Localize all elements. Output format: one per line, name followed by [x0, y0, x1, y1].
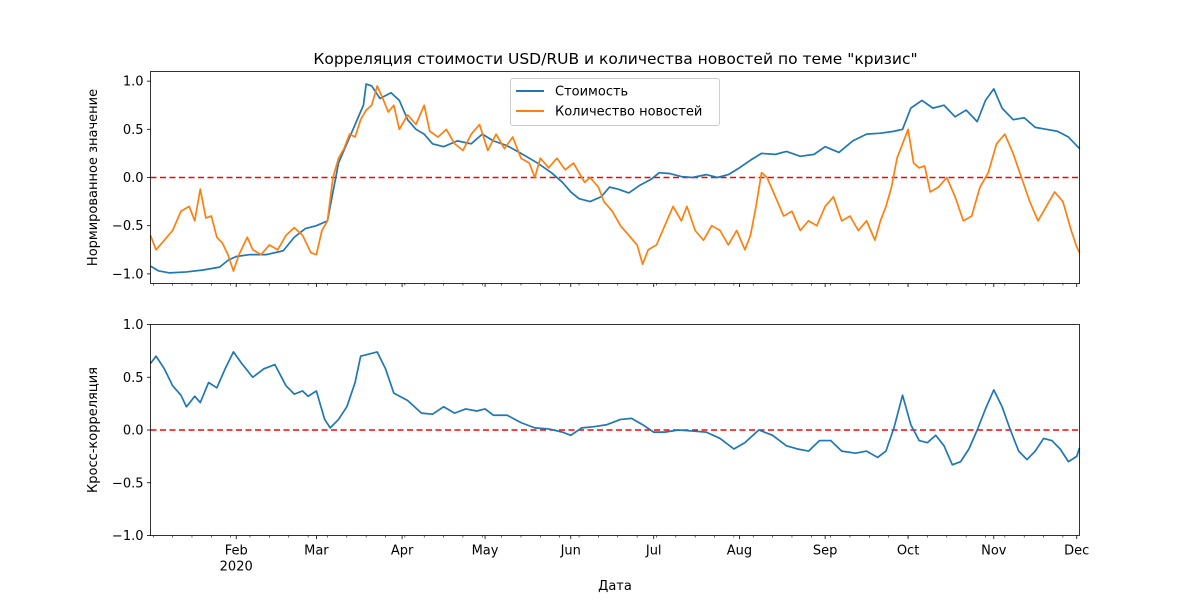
x-tick-label: Feb: [225, 544, 248, 559]
price-news-y-tick-label: 1.0: [123, 75, 144, 90]
price-news-y-tick-label: −1.0: [112, 267, 144, 282]
cross-correlation-y-tick-label: 1.0: [123, 318, 144, 333]
legend: Стоимость Количество новостей: [510, 78, 720, 126]
legend-label-news: Количество новостей: [555, 105, 702, 120]
legend-label-price: Стоимость: [555, 85, 628, 100]
x-tick-label: May: [472, 544, 499, 559]
x-tick-label: Mar: [304, 544, 329, 559]
price-news-y-ticks: −1.0 −0.5 0.0 0.5 1.0: [112, 75, 151, 282]
x-tick-label: Aug: [727, 544, 752, 559]
legend-box: [510, 78, 720, 126]
price-news-axes-frame: [150, 71, 1080, 284]
x-tick-year-label: 2020: [220, 560, 253, 575]
cross-correlation-series-line: [149, 351, 1081, 466]
x-tick-label: Apr: [391, 544, 414, 559]
cross-correlation-series: [149, 351, 1081, 466]
x-tick-label: Nov: [981, 544, 1007, 559]
x-tick-label: Jun: [560, 544, 581, 559]
price-news-x-ticks: [152, 283, 1078, 287]
news-series-line: [149, 85, 1081, 272]
cross-correlation-y-tick-label: −1.0: [112, 529, 144, 544]
cross-correlation-y-tick-label: 0.0: [123, 424, 144, 439]
x-tick-label: Dec: [1064, 544, 1089, 559]
x-axis-label: Дата: [598, 579, 632, 594]
cross-correlation-axes-frame: [150, 324, 1080, 536]
x-tick-label: Oct: [897, 544, 919, 559]
x-tick-label: Jul: [645, 544, 662, 559]
chart-title: Корреляция стоимости USD/RUB и количеств…: [313, 50, 917, 68]
price-news-axes: −1.0 −0.5 0.0 0.5 1.0 Нормированное значение…: [86, 71, 1081, 287]
price-news-y-tick-label: 0.5: [123, 123, 144, 138]
price-news-y-tick-label: −0.5: [112, 219, 144, 234]
cross-correlation-y-tick-label: −0.5: [112, 476, 144, 491]
price-news-y-axis-label: Нормированное значение: [86, 89, 101, 266]
x-tick-label: Sep: [813, 544, 838, 559]
price-news-series: [149, 83, 1081, 274]
price-news-y-tick-label: 0.0: [123, 171, 144, 186]
cross-correlation-y-axis-label: Кросс-корреляция: [86, 367, 101, 493]
cross-correlation-y-ticks: −1.0 −0.5 0.0 0.5 1.0: [112, 318, 151, 544]
cross-correlation-y-tick-label: 0.5: [123, 371, 144, 386]
